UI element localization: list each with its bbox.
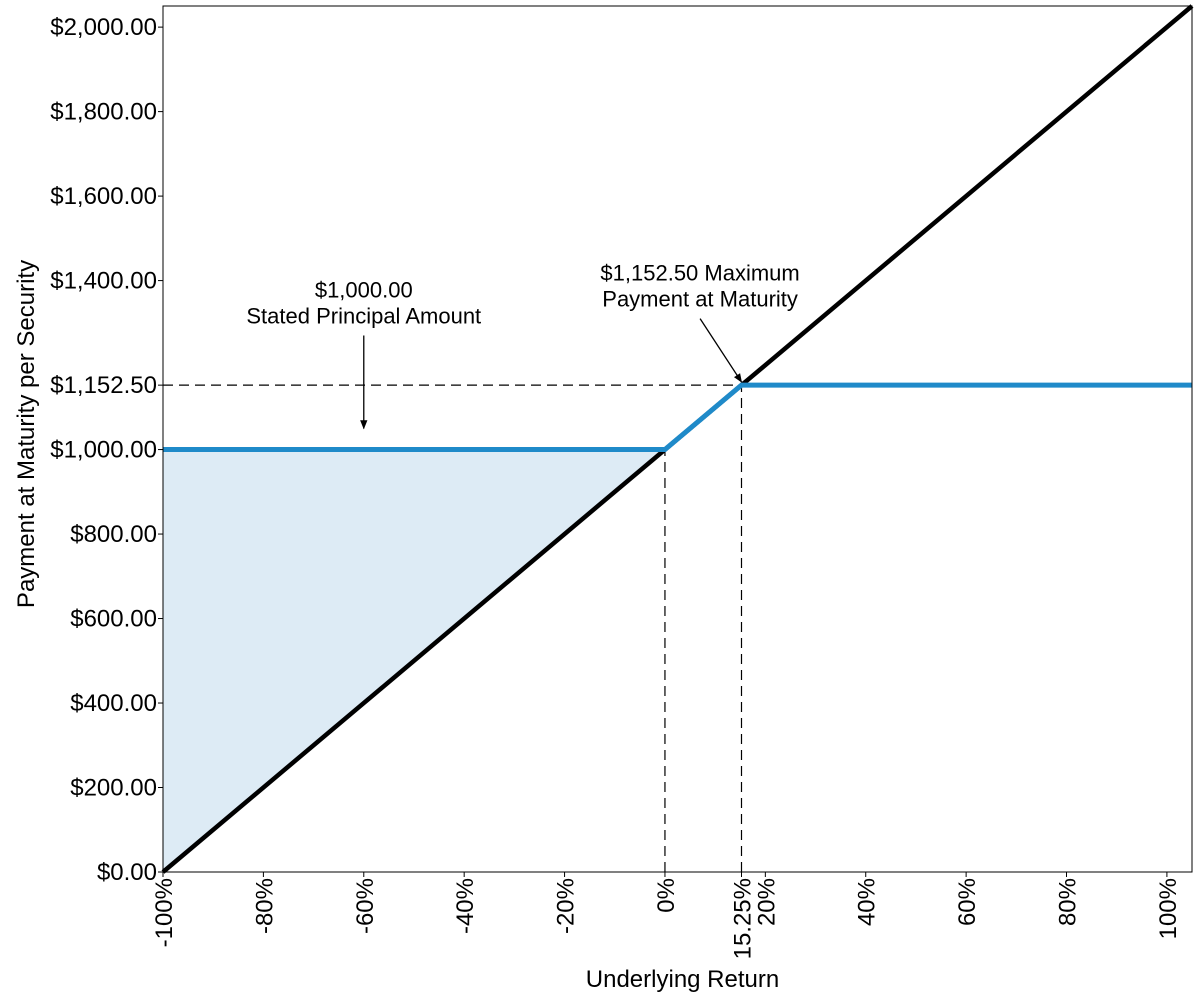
x-tick-label: 100%	[1155, 878, 1182, 939]
x-tick-label: -40%	[452, 878, 479, 934]
y-tick-label: $200.00	[70, 775, 157, 802]
security-line	[163, 382, 1192, 453]
x-axis-label: Underlying Return	[586, 966, 779, 993]
y-tick-label: $1,400.00	[50, 268, 157, 295]
x-tick-label: 80%	[1055, 878, 1082, 926]
annotation-text: $1,000.00	[315, 277, 413, 302]
x-tick-label: 15.25%	[729, 878, 756, 959]
x-tick-label: 20%	[753, 878, 780, 926]
annotation-arrow	[699, 318, 743, 383]
y-axis-ticks: $0.00 $200.00 $400.00 $600.00 $800.00 $1,000.…	[50, 14, 163, 886]
x-tick-label: 60%	[954, 878, 981, 926]
y-tick-label: $1,152.50	[50, 372, 157, 399]
x-axis-ticks: -100% -80% -60% -40% -20% 0% 15.25%20% 40% 60% 80…	[151, 872, 1182, 959]
annotation-text: Payment at Maturity	[602, 287, 798, 312]
y-tick-label: $2,000.00	[50, 14, 157, 41]
annotation-text: Stated Principal Amount	[246, 303, 481, 328]
plot-frame	[162, 5, 1193, 873]
x-tick-label: -100%	[151, 878, 178, 947]
x-tick-label: -60%	[352, 878, 379, 934]
x-tick-label: -80%	[251, 878, 278, 934]
y-tick-label: $1,800.00	[50, 99, 157, 126]
annotation-text: $1,152.50 Maximum	[600, 261, 799, 286]
y-tick-label: $800.00	[70, 521, 157, 548]
x-tick-label: -20%	[553, 878, 580, 934]
reference-lines-layer	[163, 384, 743, 872]
series-layer	[161, 4, 1194, 874]
x-tick-label: 0%	[653, 878, 680, 913]
y-tick-label: $400.00	[70, 690, 157, 717]
x-tick-label: 40%	[854, 878, 881, 926]
y-axis-label: Payment at Maturity per Security	[13, 260, 40, 608]
y-tick-label: $600.00	[70, 606, 157, 633]
y-tick-label: $1,600.00	[50, 183, 157, 210]
y-tick-label: $1,000.00	[50, 437, 157, 464]
y-tick-label: $0.00	[97, 859, 157, 886]
